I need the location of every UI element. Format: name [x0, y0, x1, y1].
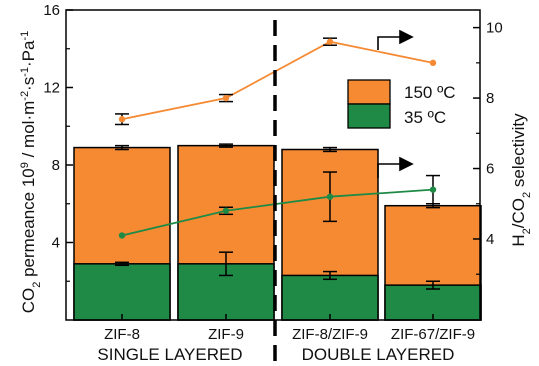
- green-line-axis-arrow: [377, 156, 414, 178]
- bar-error-150c-0: [115, 144, 129, 151]
- selectivity-point-orange-1: [222, 94, 230, 102]
- left-axis-title: CO2 permeance 109 / mol·m-2·s-1·Pa-1: [19, 31, 43, 314]
- category-label-3: ZIF-67/ZIF-9: [391, 326, 475, 343]
- category-label-0: ZIF-8: [104, 326, 140, 343]
- orange-line-axis-arrow: [377, 29, 414, 50]
- bar-35c-0: [73, 263, 171, 321]
- selectivity-line-orange: [121, 40, 434, 121]
- bars-layer: [73, 143, 482, 321]
- bar-error-35c-2: [323, 270, 337, 281]
- selectivity-point-green-3: [429, 186, 437, 193]
- legend-label-35c: 35 ºC: [404, 108, 446, 127]
- left-tick-label-16: 16: [43, 2, 60, 19]
- category-labels: ZIF-8 ZIF-9 ZIF-8/ZIF-9 ZIF-67/ZIF-9: [104, 314, 475, 343]
- selectivity-point-green-0: [118, 232, 126, 239]
- left-tick-label-12: 12: [43, 80, 60, 97]
- group-label-single-layered: SINGLE LAYERED: [97, 345, 242, 364]
- selectivity-line-green: [121, 188, 434, 237]
- bar-error-150c-2: [323, 146, 337, 153]
- left-axis: 4 8 12 16: [43, 2, 73, 282]
- selectivity-lines-layer: [115, 37, 440, 239]
- group-label-double-layered: DOUBLE LAYERED: [302, 345, 455, 364]
- right-axis-title: H2/CO2 selectivity: [509, 113, 533, 247]
- legend-swatch-150c: [347, 79, 391, 105]
- left-tick-label-8: 8: [52, 157, 60, 174]
- right-tick-label-10: 10: [486, 20, 503, 37]
- bar-35c-2: [281, 274, 379, 321]
- bar-error-150c-1: [219, 143, 233, 148]
- legend-swatch-35c: [347, 103, 391, 129]
- legend: 150 ºC 35 ºC: [347, 79, 456, 129]
- bar-error-35c-1: [219, 251, 233, 277]
- left-tick-label-4: 4: [52, 235, 60, 252]
- right-tick-label-4: 4: [486, 231, 494, 248]
- selectivity-point-green-2: [326, 193, 334, 200]
- category-label-2: ZIF-8/ZIF-9: [292, 326, 368, 343]
- bar-error-35c-3: [426, 280, 440, 290]
- bar-error-35c-0: [115, 261, 129, 267]
- right-axis: 4 6 8 10: [473, 20, 503, 275]
- category-label-1: ZIF-9: [208, 326, 244, 343]
- selectivity-point-green-1: [222, 207, 230, 214]
- selectivity-point-orange-2: [326, 38, 334, 45]
- legend-label-150c: 150 ºC: [404, 83, 456, 102]
- selectivity-point-orange-3: [429, 59, 437, 67]
- right-tick-label-6: 6: [486, 161, 494, 178]
- selectivity-point-orange-0: [118, 116, 126, 123]
- right-tick-label-8: 8: [486, 90, 494, 107]
